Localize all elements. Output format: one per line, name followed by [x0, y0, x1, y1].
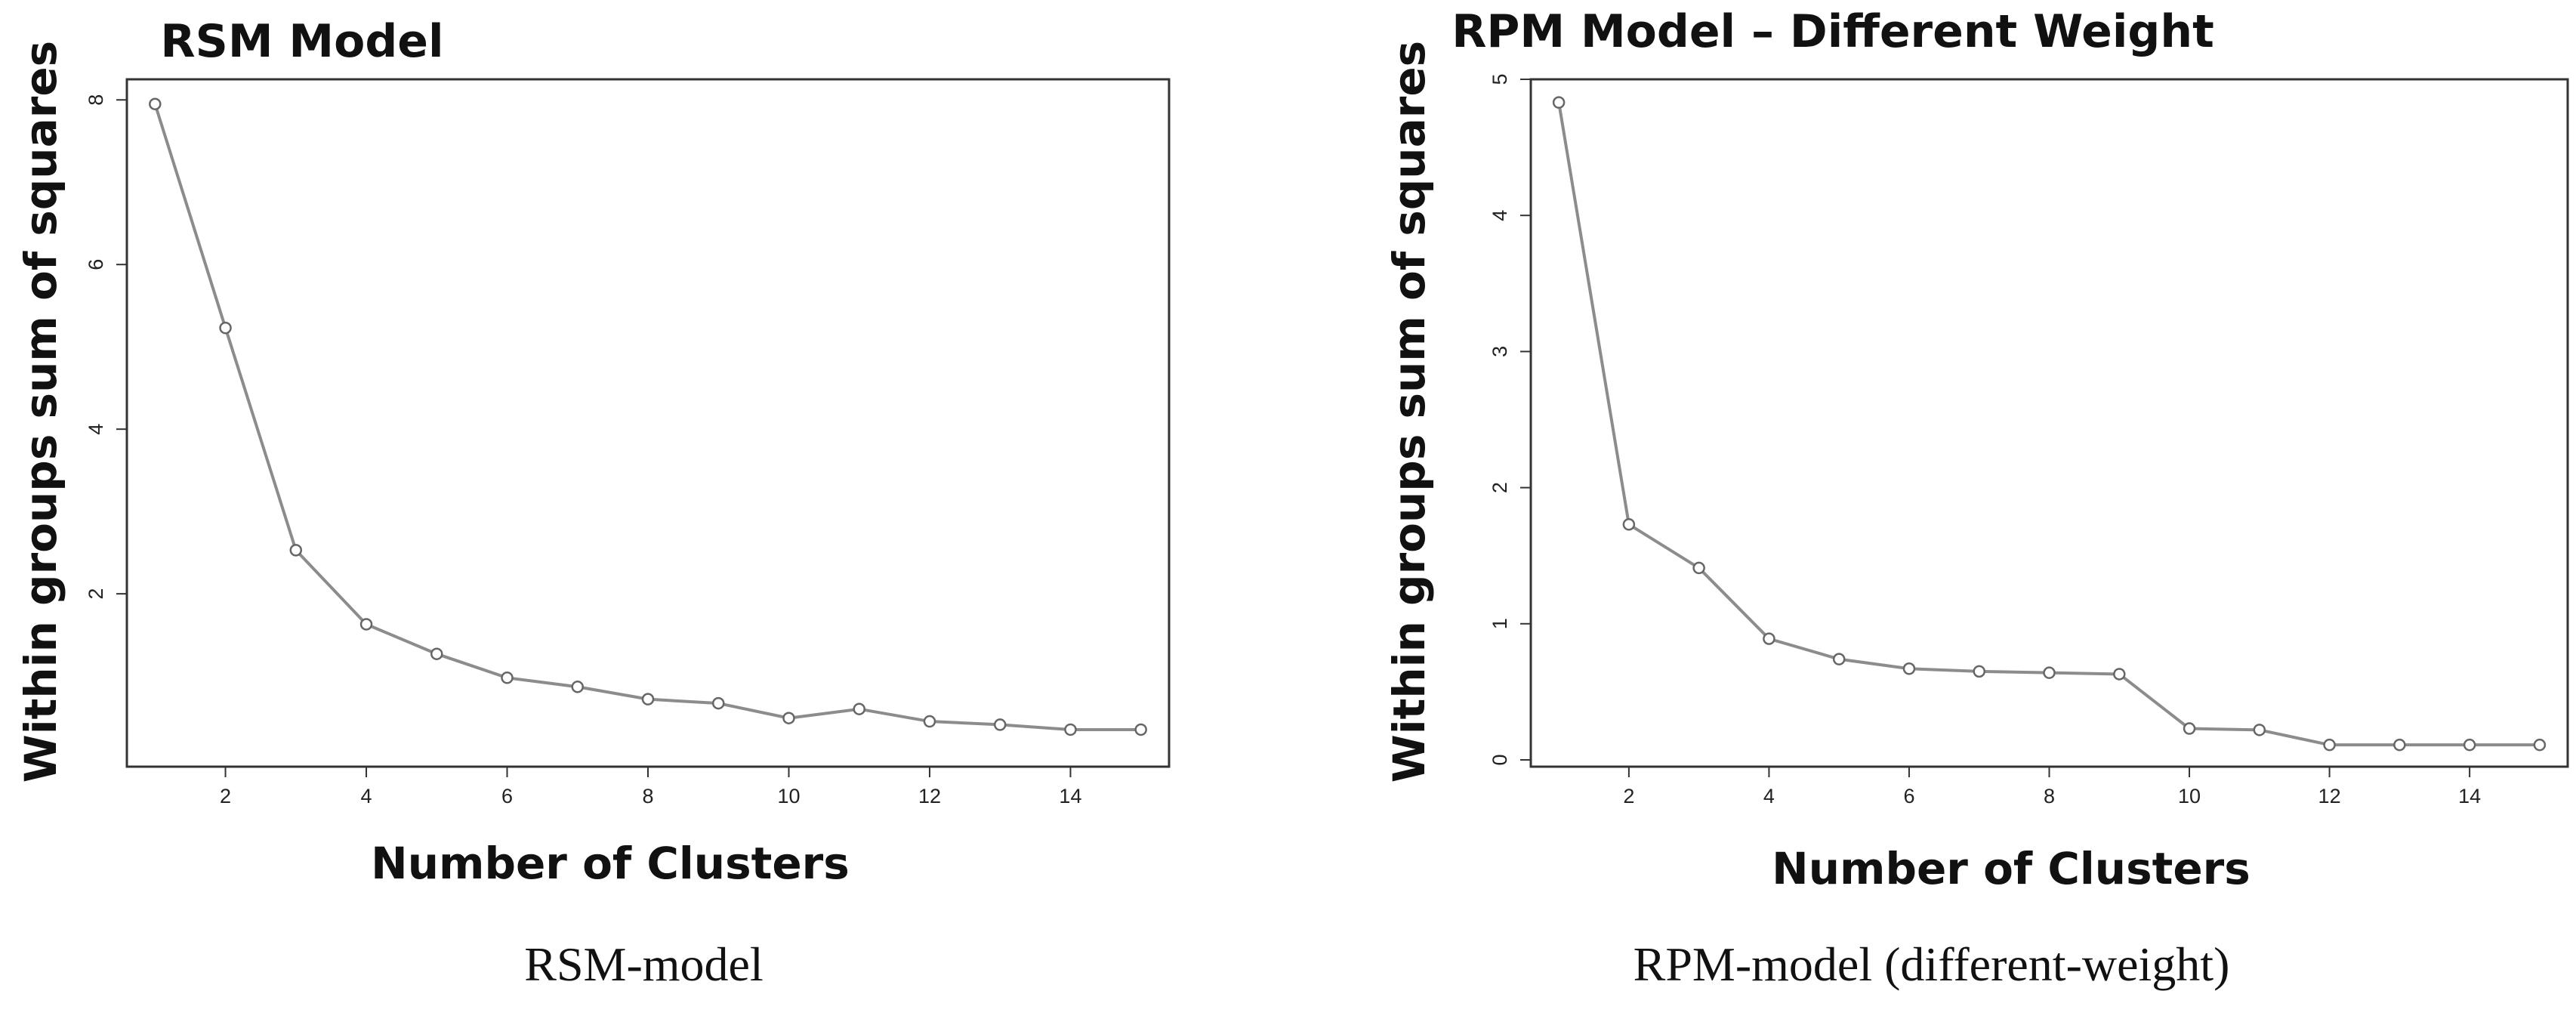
series-line	[1557, 102, 2540, 747]
data-point	[430, 647, 443, 660]
data-point	[1832, 653, 1846, 665]
x-tick-label: 14	[2458, 785, 2481, 807]
y-tick-label: 6	[85, 259, 107, 270]
data-point	[219, 321, 232, 335]
data-point	[1692, 561, 1705, 575]
plot-frame	[1529, 78, 2569, 768]
y-tick-label: 4	[85, 424, 107, 435]
series-line	[153, 103, 1141, 731]
y-tick-label: 1	[1489, 618, 1511, 629]
data-point	[1552, 96, 1566, 109]
data-point	[359, 618, 373, 631]
x-tick-label: 6	[1903, 785, 1914, 807]
x-tick-label: 2	[1623, 785, 1634, 807]
data-point	[2323, 738, 2336, 752]
x-tick-label: 2	[220, 785, 231, 807]
data-point	[711, 696, 725, 710]
y-tick-label: 0	[1489, 754, 1511, 765]
x-tick-label: 12	[2318, 785, 2341, 807]
data-point	[289, 544, 303, 557]
y-tick-label: 4	[1489, 210, 1511, 221]
y-tick-label: 2	[1489, 482, 1511, 493]
x-tick-label: 14	[1059, 785, 1081, 807]
x-tick-label: 8	[642, 785, 653, 807]
x-tick-label: 4	[361, 785, 372, 807]
data-point	[2043, 666, 2056, 679]
chart-title: RPM Model – Different Weight	[1452, 5, 2214, 58]
data-point	[1902, 662, 1916, 675]
x-tick-label: 12	[918, 785, 941, 807]
data-point	[1973, 665, 1985, 678]
data-point	[782, 712, 795, 724]
y-tick-label: 2	[85, 588, 107, 600]
data-point	[1064, 723, 1077, 736]
x-axis-label: Number of Clusters	[371, 838, 850, 889]
y-axis-label: Within groups sum of squares	[1384, 41, 1435, 783]
data-point	[149, 97, 162, 110]
chart-caption: RSM-model	[524, 937, 764, 991]
data-point	[2253, 724, 2266, 736]
data-point	[1134, 723, 1147, 736]
data-point	[641, 693, 655, 705]
rpm-elbow-chart: RPM Model – Different Weight Within grou…	[1384, 5, 2569, 894]
y-tick-label: 5	[1489, 73, 1511, 85]
x-tick-label: 10	[777, 785, 800, 807]
data-point	[2393, 738, 2406, 752]
data-point	[1622, 517, 1636, 531]
chart-caption: RPM-model (different-weight)	[1633, 937, 2230, 991]
plot-frame	[125, 78, 1171, 768]
x-tick-label: 10	[2178, 785, 2201, 807]
y-tick-label: 8	[85, 94, 107, 106]
data-point	[1763, 632, 1775, 645]
data-point	[2533, 738, 2547, 752]
chart-title: RSM Model	[160, 15, 443, 68]
y-axis-label: Within groups sum of squares	[15, 41, 66, 783]
x-tick-label: 4	[1763, 785, 1775, 807]
data-point	[2113, 668, 2126, 681]
data-point	[571, 681, 585, 693]
x-axis-label: Number of Clusters	[1772, 843, 2251, 894]
data-point	[923, 715, 936, 728]
x-tick-label: 8	[2044, 785, 2055, 807]
data-point	[853, 702, 865, 715]
data-point	[501, 671, 514, 684]
data-point	[2183, 722, 2196, 735]
chart-panel-rpm: RPM Model – Different Weight Within grou…	[1288, 0, 2575, 1025]
y-tick-label: 3	[1489, 346, 1511, 357]
data-point	[2463, 738, 2476, 752]
x-tick-label: 6	[501, 785, 513, 807]
chart-panel-rsm: RSM Model Within groups sum of squares N…	[15, 15, 1171, 991]
rsm-elbow-chart: RSM Model Within groups sum of squares N…	[15, 15, 1171, 889]
data-point	[993, 718, 1007, 731]
